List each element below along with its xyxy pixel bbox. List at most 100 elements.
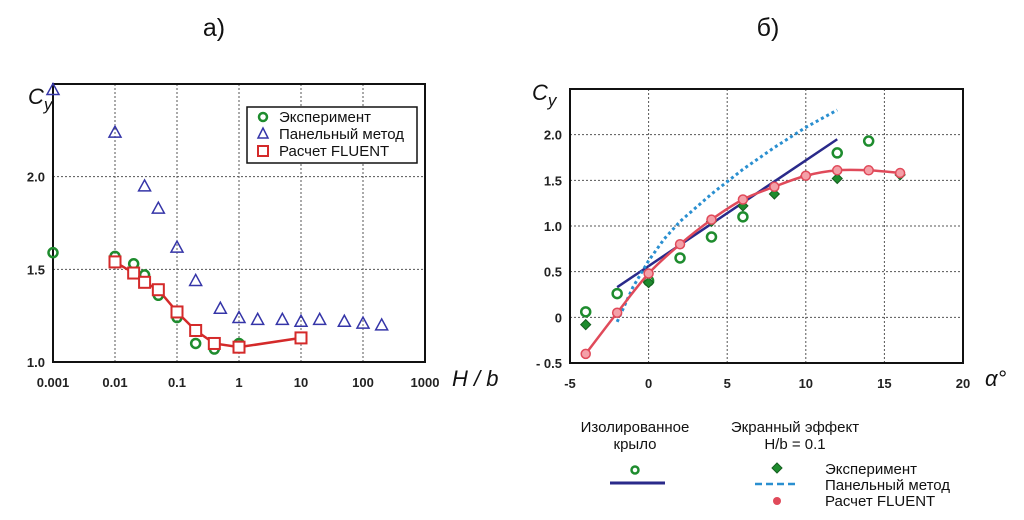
chart-a-xlabel: H / b bbox=[452, 366, 498, 391]
chart-b-ticks: -5 0 5 10 15 20 - 0.5 0 0.5 1.0 1.5 2.0 bbox=[536, 128, 970, 391]
y-tick-label: 2.0 bbox=[27, 170, 45, 185]
chart-a-grid bbox=[52, 83, 426, 363]
data-point-diamond bbox=[642, 276, 655, 289]
legend-group-ground-2: H/b = 0.1 bbox=[764, 436, 825, 453]
data-point-diamond bbox=[768, 188, 781, 200]
legend-group-isolated-1: Изолированное bbox=[581, 419, 690, 436]
data-point-circle bbox=[674, 252, 686, 264]
data-point-dot bbox=[894, 167, 906, 179]
legend-group-isolated-2: крыло bbox=[614, 436, 657, 453]
data-point-triangle bbox=[45, 81, 61, 96]
data-point-triangle bbox=[275, 311, 290, 326]
x-tick-label: 10 bbox=[294, 375, 308, 390]
legend-label-fluent: Расчет FLUENT bbox=[825, 493, 935, 510]
chart-b: б) Cy α° -5 0 5 10 15 20 - 0.5 0 0.5 1.0 1.5 2.0 Из… bbox=[532, 14, 1007, 510]
x-tick-label: -5 bbox=[564, 376, 576, 391]
data-point-square bbox=[207, 336, 221, 350]
x-tick-label: 0.001 bbox=[37, 375, 70, 390]
legend-isolated-circle-marker bbox=[630, 465, 640, 475]
data-point-dot bbox=[611, 307, 623, 319]
legend-circle-marker bbox=[257, 111, 269, 123]
legend-fluent-dot bbox=[773, 497, 781, 505]
data-point-diamond bbox=[580, 318, 592, 331]
data-point-dot bbox=[769, 181, 780, 192]
legend-square-marker bbox=[257, 145, 269, 157]
data-point-triangle bbox=[374, 317, 389, 331]
data-point-triangle bbox=[213, 300, 228, 315]
data-point-circle bbox=[737, 211, 749, 223]
data-point-triangle bbox=[169, 239, 185, 253]
chart-b-legend: Изолированное крыло Экранный эффект H/b … bbox=[581, 419, 951, 510]
data-point-triangle bbox=[137, 178, 152, 192]
chart-b-ylabel-main: C bbox=[532, 80, 548, 105]
data-point-square bbox=[232, 340, 246, 354]
chart-a: а) Cy H / b 0.001 0.01 0.1 1 10 100 1000 1.0 1.5… bbox=[27, 14, 499, 391]
data-point-triangle bbox=[355, 315, 371, 329]
data-point-triangle bbox=[293, 313, 309, 327]
x-tick-label: 20 bbox=[956, 376, 970, 391]
chart-b-marks bbox=[579, 108, 906, 360]
series-line bbox=[616, 138, 838, 289]
legend-group-ground-1: Экранный эффект bbox=[731, 419, 859, 436]
data-point-square bbox=[151, 283, 165, 297]
data-point-dot bbox=[674, 239, 686, 250]
data-point-square bbox=[127, 266, 141, 280]
legend-fluent: Расчет FLUENT bbox=[279, 143, 389, 160]
data-point-diamond bbox=[831, 172, 843, 185]
data-point-triangle bbox=[337, 313, 352, 327]
legend-label-experiment: Эксперимент bbox=[825, 461, 917, 478]
legend-panel: Панельный метод bbox=[279, 126, 404, 143]
y-tick-label: - 0.5 bbox=[536, 356, 562, 371]
data-point-dot bbox=[737, 194, 749, 205]
data-point-square bbox=[108, 255, 122, 269]
legend-label-panel: Панельный метод bbox=[825, 477, 950, 494]
y-tick-label: 2.0 bbox=[544, 128, 562, 143]
chart-a-marks bbox=[45, 81, 389, 355]
data-point-triangle bbox=[250, 311, 265, 326]
data-point-triangle bbox=[107, 124, 123, 138]
y-tick-label: 0.5 bbox=[544, 265, 562, 280]
x-tick-label: 5 bbox=[724, 376, 731, 391]
y-tick-label: 1.5 bbox=[27, 262, 45, 277]
data-point-dot bbox=[643, 268, 654, 279]
chart-a-title: а) bbox=[203, 14, 225, 42]
data-point-dot bbox=[580, 348, 591, 360]
chart-b-title: б) bbox=[757, 14, 780, 42]
data-point-dot bbox=[831, 165, 843, 176]
data-point-circle bbox=[189, 337, 202, 350]
series-line bbox=[114, 260, 302, 349]
data-point-circle bbox=[611, 287, 623, 300]
legend-experiment: Эксперимент bbox=[279, 109, 371, 126]
legend-box bbox=[246, 106, 418, 164]
data-point-circle bbox=[47, 246, 59, 259]
data-point-dot bbox=[863, 165, 874, 176]
data-point-dot bbox=[706, 214, 717, 225]
chart-a-ylabel: Cy bbox=[28, 84, 54, 114]
chart-b-ylabel-sub: y bbox=[547, 91, 558, 110]
data-point-square bbox=[294, 331, 308, 345]
data-point-square bbox=[170, 305, 184, 319]
x-tick-label: 15 bbox=[877, 376, 891, 391]
chart-b-grid bbox=[569, 88, 964, 364]
chart-b-ylabel: Cy bbox=[532, 80, 558, 110]
data-point-circle bbox=[579, 306, 592, 318]
data-point-triangle bbox=[312, 311, 327, 326]
plot-frame bbox=[569, 88, 964, 364]
x-tick-label: 0.01 bbox=[102, 375, 127, 390]
y-tick-label: 1.0 bbox=[27, 355, 45, 370]
chart-a-ylabel-sub: y bbox=[43, 95, 54, 114]
x-tick-label: 100 bbox=[352, 375, 374, 390]
chart-b-xlabel: α° bbox=[985, 366, 1007, 391]
chart-a-legend: Эксперимент Панельный метод Расчет FLUEN… bbox=[246, 106, 418, 164]
legend-diamond-marker bbox=[771, 462, 783, 474]
data-point-circle bbox=[862, 135, 875, 147]
series-line bbox=[615, 108, 838, 323]
data-point-square bbox=[189, 323, 203, 337]
data-point-square bbox=[138, 275, 152, 289]
x-tick-label: 1 bbox=[235, 375, 242, 390]
x-tick-label: 0 bbox=[645, 376, 652, 391]
x-tick-label: 0.1 bbox=[168, 375, 186, 390]
plot-frame bbox=[52, 83, 426, 363]
chart-a-ticks: 0.001 0.01 0.1 1 10 100 1000 1.0 1.5 2.0 bbox=[27, 170, 440, 390]
